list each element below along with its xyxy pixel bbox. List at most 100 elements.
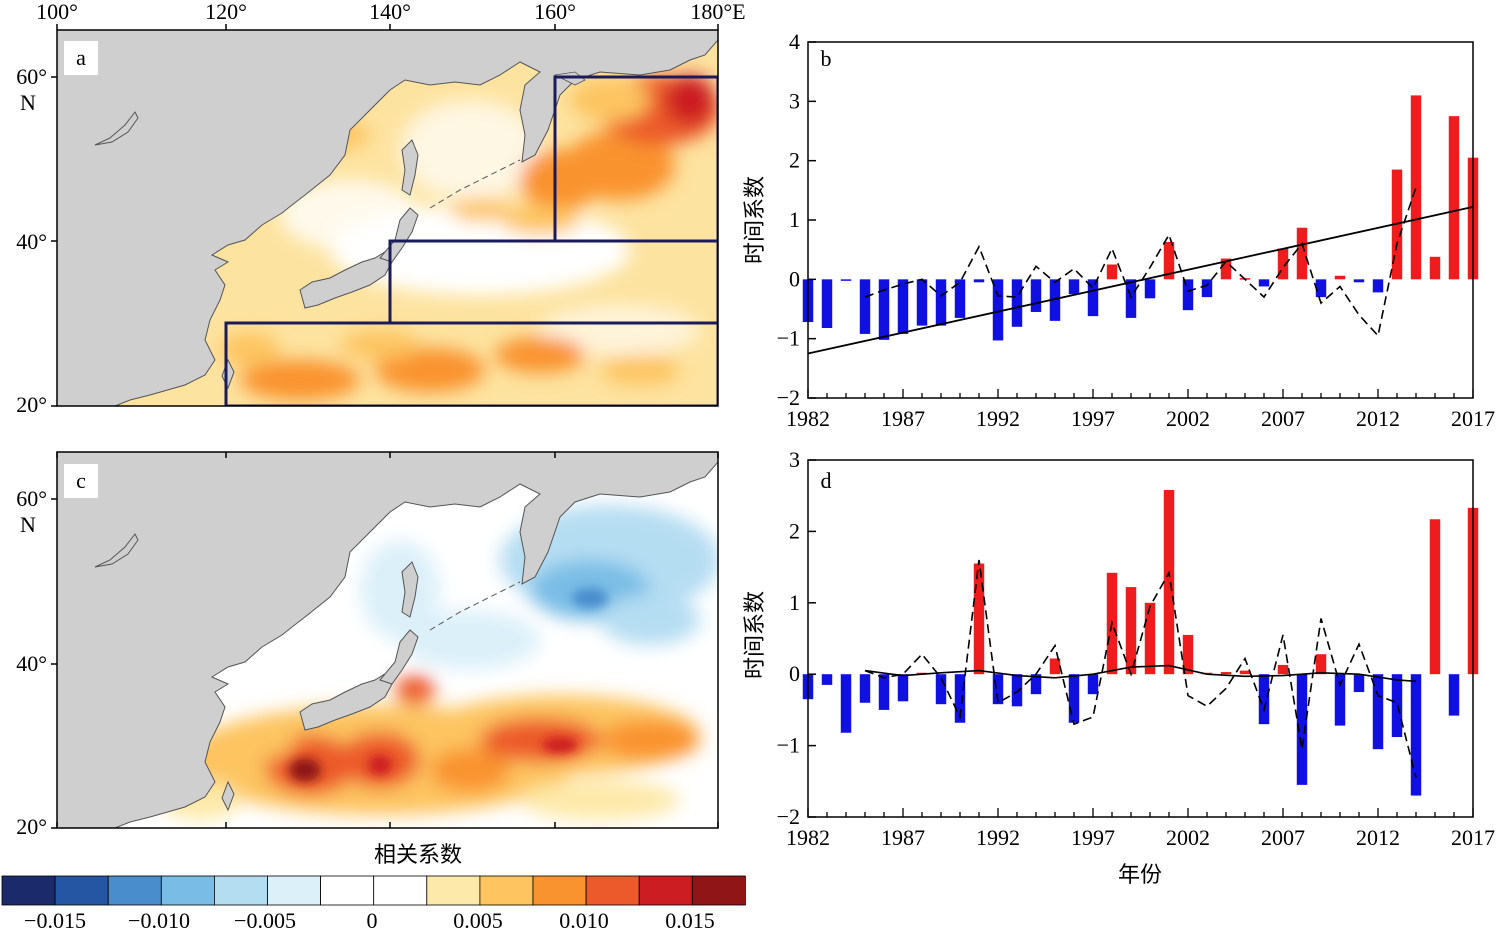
bar xyxy=(1182,634,1194,675)
colorbar-label: −0.015 xyxy=(24,908,86,931)
island-c xyxy=(94,533,139,568)
bar xyxy=(1353,674,1365,693)
x-tick-label: 2007 xyxy=(1261,406,1305,431)
plot-frame-d xyxy=(807,459,1474,818)
trend-line xyxy=(807,206,1474,355)
bar xyxy=(1220,672,1232,675)
bar xyxy=(1201,279,1213,298)
x-tick-label: 2002 xyxy=(1166,825,1210,850)
bar xyxy=(1125,587,1137,675)
colorbar-label: −0.010 xyxy=(128,908,190,931)
bar xyxy=(840,279,852,281)
bar xyxy=(916,279,928,326)
x-axis-label-d: 年份 xyxy=(1118,863,1162,888)
bar xyxy=(1315,654,1327,675)
lat-label-40-c: 40° xyxy=(16,651,47,676)
bar xyxy=(1448,116,1460,280)
bar xyxy=(1163,489,1175,675)
map-ticks-c xyxy=(51,452,719,829)
bar xyxy=(1144,602,1156,675)
bar xyxy=(1410,674,1422,796)
bar xyxy=(1372,674,1384,750)
map-panel-c: 60° N 40° 20° c xyxy=(16,451,719,839)
bar xyxy=(1011,674,1023,707)
y-axis-label-d: 时间系数 xyxy=(743,591,768,679)
bar xyxy=(1106,264,1118,280)
bar xyxy=(1030,674,1042,695)
bar xyxy=(1258,674,1270,725)
colorbar-swatch xyxy=(107,875,162,906)
x-tick-label: 1992 xyxy=(976,825,1020,850)
x-ticks-d: 1982 1987 1992 1997 2002 2007 2012 2017 xyxy=(786,808,1495,850)
bar xyxy=(1068,674,1080,723)
y-tick-label: 1 xyxy=(789,590,800,615)
bar xyxy=(935,674,947,705)
bar-chart-b: 4 3 2 1 0 −1 −2 1982 1987 1992 1997 2002 2007 2012 20… xyxy=(743,29,1495,431)
bar xyxy=(954,674,966,723)
kuril-line-a xyxy=(429,159,521,209)
bar xyxy=(878,279,890,340)
y-tick-label: 3 xyxy=(789,88,800,113)
lat-label-20-c: 20° xyxy=(16,814,47,839)
bar xyxy=(973,279,985,283)
bar-chart-d: 3 2 1 0 −1 −2 1982 1987 1992 1997 2002 2007 2012 201… xyxy=(743,447,1495,888)
bar xyxy=(1334,674,1346,726)
map-panel-a: 100° 120° 140° 160° 180°E 60° N 40° 20° … xyxy=(16,0,745,417)
panel-tag-box-c xyxy=(64,464,98,498)
bar xyxy=(1277,248,1289,280)
lon-label-120: 120° xyxy=(205,0,247,24)
bar xyxy=(1334,275,1346,280)
bar xyxy=(897,279,909,334)
x-tick-label: 1982 xyxy=(786,406,830,431)
x-ticks-b: 1982 1987 1992 1997 2002 2007 2012 2017 xyxy=(786,389,1495,431)
smooth-line xyxy=(864,664,1417,683)
colorbar-title: 相关系数 xyxy=(374,843,462,868)
correlation-field-a xyxy=(220,75,718,400)
y-tick-label: −1 xyxy=(777,733,800,758)
panel-tag-c: c xyxy=(76,468,86,493)
x-tick-label: 2002 xyxy=(1166,406,1210,431)
lat-label-20: 20° xyxy=(16,392,47,417)
lat-label-n: N xyxy=(20,90,36,115)
x-tick-label: 1997 xyxy=(1071,406,1115,431)
colorbar-swatch xyxy=(1,875,56,906)
lat-label-n-c: N xyxy=(20,512,36,537)
bar xyxy=(1220,258,1232,280)
bar xyxy=(1125,279,1137,318)
x-tick-label: 1997 xyxy=(1071,825,1115,850)
colorbar-label: 0 xyxy=(367,908,378,931)
colorbar-swatch xyxy=(585,875,640,906)
bar xyxy=(1410,95,1422,280)
bar xyxy=(973,563,985,675)
colorbar-labels: −0.015 −0.010 −0.005 0 0.005 0.010 0.015 xyxy=(24,908,715,931)
running-mean-line xyxy=(864,187,1417,338)
bar xyxy=(1144,279,1156,299)
bar xyxy=(897,674,909,702)
y-tick-label: −2 xyxy=(777,385,800,410)
lines-b xyxy=(807,187,1474,355)
colorbar-label: −0.005 xyxy=(234,908,296,931)
colorbar-label: 0.010 xyxy=(559,908,609,931)
bar xyxy=(840,674,852,733)
bar xyxy=(821,279,833,328)
plot-frame-b xyxy=(807,41,1474,399)
y-tick-label: 0 xyxy=(789,266,800,291)
bar xyxy=(859,279,871,334)
x-tick-label: 1987 xyxy=(881,825,925,850)
colorbar xyxy=(1,875,746,906)
bar xyxy=(1296,227,1308,280)
y-tick-label: 3 xyxy=(789,447,800,472)
y-tick-label: 2 xyxy=(789,148,800,173)
lon-label-100: 100° xyxy=(36,0,78,24)
bar xyxy=(1182,279,1194,311)
lat-label-60: 60° xyxy=(16,64,47,89)
bar xyxy=(1448,674,1460,716)
land-c xyxy=(57,452,718,828)
x-tick-label: 1992 xyxy=(976,406,1020,431)
y-tick-label: −2 xyxy=(777,804,800,829)
bar xyxy=(1315,279,1327,298)
bar xyxy=(1087,279,1099,317)
lines-d xyxy=(864,559,1417,778)
bar xyxy=(1049,279,1061,321)
colorbar-swatch xyxy=(426,875,481,906)
